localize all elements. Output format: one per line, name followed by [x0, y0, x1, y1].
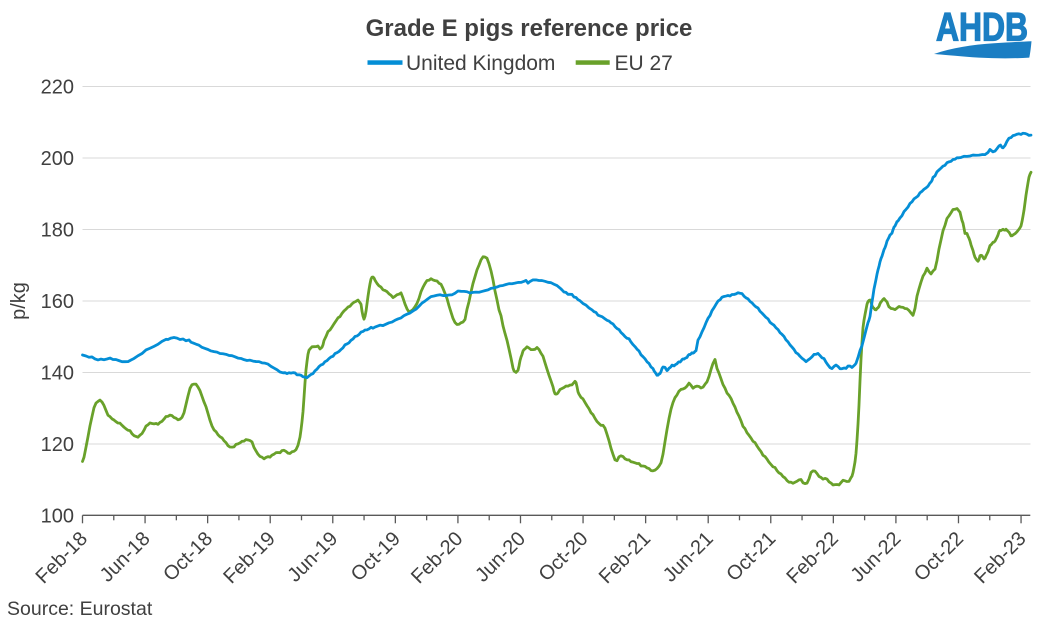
svg-text:United Kingdom: United Kingdom: [406, 52, 555, 75]
svg-text:Grade E pigs reference price: Grade E pigs reference price: [366, 15, 693, 42]
svg-text:200: 200: [41, 148, 74, 170]
svg-text:p/kg: p/kg: [8, 282, 30, 320]
svg-text:220: 220: [41, 77, 74, 99]
svg-text:180: 180: [41, 219, 74, 241]
svg-text:Source: Eurostat: Source: Eurostat: [7, 598, 153, 620]
svg-text:160: 160: [41, 291, 74, 313]
svg-text:120: 120: [41, 434, 74, 456]
svg-text:140: 140: [41, 362, 74, 384]
svg-text:100: 100: [41, 505, 74, 527]
svg-text:EU 27: EU 27: [615, 52, 673, 75]
